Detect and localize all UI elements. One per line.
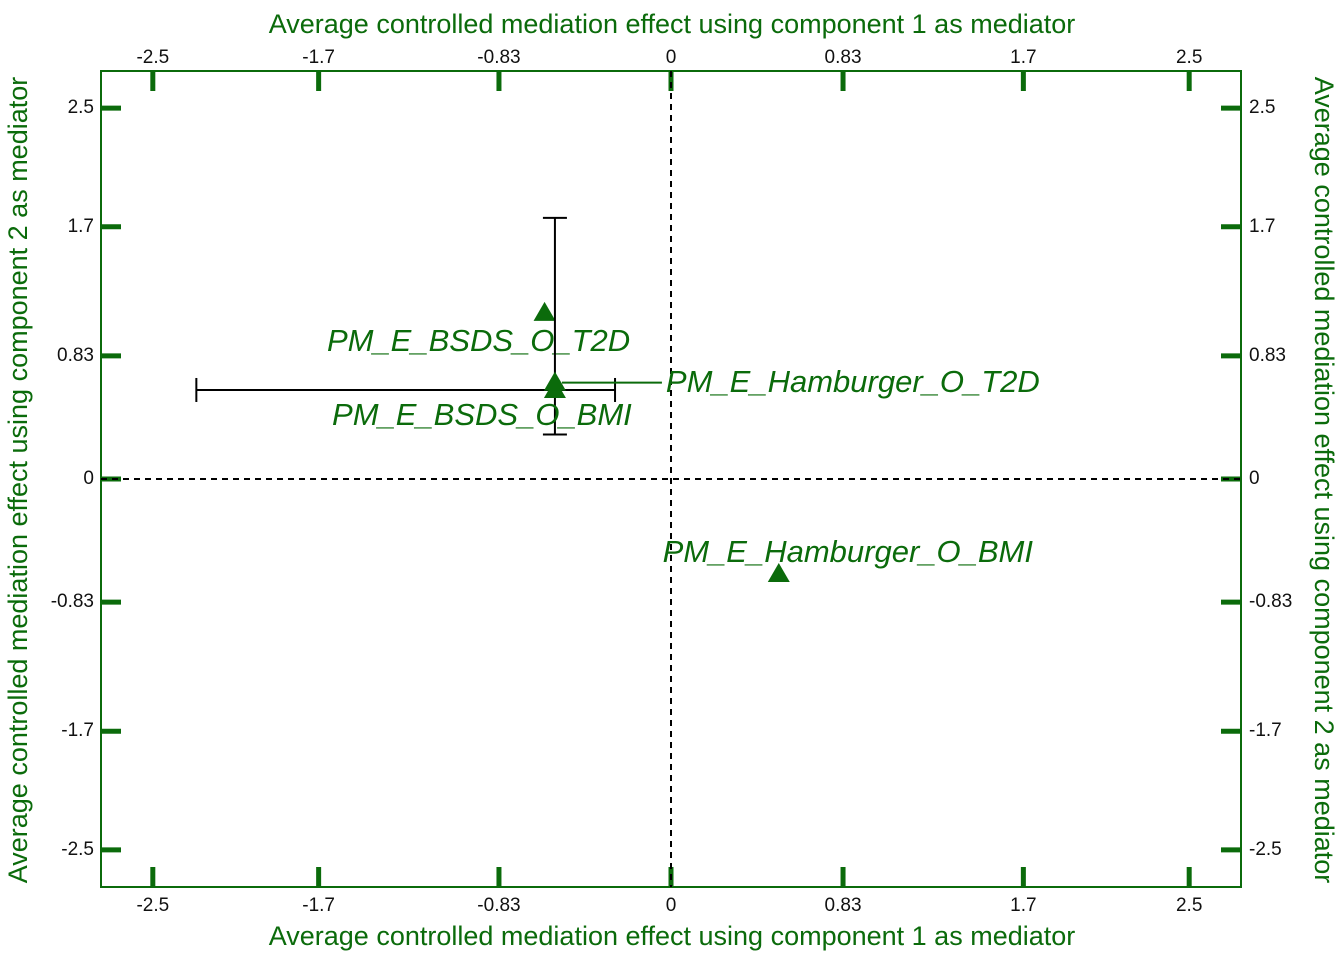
- y-axis-title-left: Average controlled mediation effect usin…: [3, 77, 33, 884]
- x-tick-label: -2.5: [136, 47, 169, 68]
- x-tick-label: 1.7: [1010, 47, 1036, 68]
- y-tick-label: -2.5: [1249, 839, 1282, 860]
- x-tick-label: 0: [666, 47, 677, 68]
- x-tick-label: 0.83: [825, 47, 862, 68]
- y-tick-label: 2.5: [1249, 97, 1275, 118]
- point: [767, 562, 790, 582]
- x-tick-label: 2.5: [1176, 895, 1202, 916]
- y-tick-label: 1.7: [1249, 216, 1275, 237]
- x-tick-label: -0.83: [477, 895, 520, 916]
- point: [543, 371, 566, 391]
- x-tick-label: 2.5: [1176, 47, 1202, 68]
- point-label: PM_E_Hamburger_O_BMI: [663, 534, 1034, 569]
- x-tick-label: 0.83: [825, 895, 862, 916]
- y-tick-label: 1.7: [68, 216, 94, 237]
- y-axis-title-right: Average controlled mediation effect usin…: [1309, 77, 1339, 884]
- y-tick-label: 0.83: [57, 345, 94, 366]
- point: [533, 301, 556, 321]
- y-tick-label: -0.83: [1249, 591, 1292, 612]
- point-label: PM_E_BSDS_O_BMI: [332, 397, 632, 432]
- y-tick-label: 0.83: [1249, 345, 1286, 366]
- y-tick-label: -1.7: [61, 720, 94, 741]
- x-tick-label: -2.5: [136, 895, 169, 916]
- y-tick-label: 0: [83, 468, 94, 489]
- x-axis-title-top: Average controlled mediation effect usin…: [269, 9, 1076, 39]
- y-tick-label: 0: [1249, 468, 1260, 489]
- y-tick-label: -1.7: [1249, 720, 1282, 741]
- y-tick-label: -0.83: [51, 591, 94, 612]
- point-label: PM_E_Hamburger_O_T2D: [666, 364, 1040, 399]
- y-tick-label: 2.5: [68, 97, 94, 118]
- y-tick-label: -2.5: [61, 839, 94, 860]
- x-tick-label: -1.7: [302, 895, 335, 916]
- x-tick-label: -1.7: [302, 47, 335, 68]
- x-tick-label: 1.7: [1010, 895, 1036, 916]
- x-axis-title-bottom: Average controlled mediation effect usin…: [269, 921, 1076, 951]
- point-label: PM_E_BSDS_O_T2D: [327, 323, 630, 358]
- x-tick-label: 0: [666, 895, 677, 916]
- x-tick-label: -0.83: [477, 47, 520, 68]
